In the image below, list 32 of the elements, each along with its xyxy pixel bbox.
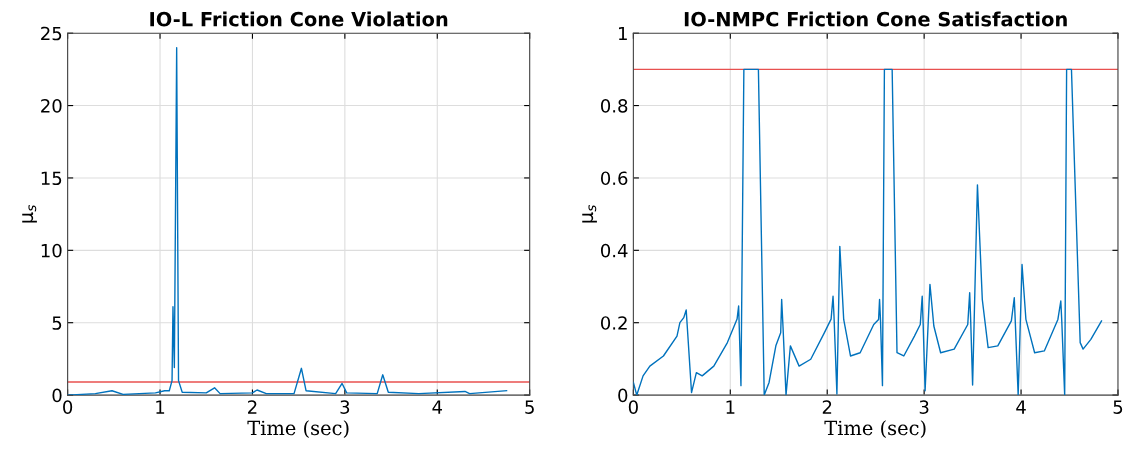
x-tick-label: 2 (822, 400, 832, 414)
x-axis-title: Time (sec) (824, 420, 926, 438)
y-tick-label: 0.2 (600, 316, 627, 330)
y-axis-title: μ$_{s}$ (22, 204, 37, 223)
y-tick-label: 0.4 (600, 243, 628, 258)
y-tick-label: 0 (52, 388, 62, 403)
y-tick-label: 1 (619, 26, 627, 41)
line-series (67, 46, 508, 396)
y-tick-label: 20 (41, 99, 62, 113)
y-tick-label: 0.8 (600, 99, 628, 113)
x-tick-label: 4 (1016, 400, 1026, 414)
x-tick-label: 1 (156, 400, 165, 414)
x-tick-label: 3 (919, 400, 929, 414)
x-tick-label: 3 (340, 400, 350, 414)
chart-title: IO-NMPC Friction Cone Satisfaction (684, 11, 1067, 27)
y-tick-label: 5 (52, 316, 62, 330)
chart-title: IO-L Friction Cone Violation (150, 11, 448, 27)
y-tick-label: 25 (41, 26, 62, 41)
y-tick-label: 10 (41, 243, 62, 258)
x-tick-label: 5 (525, 400, 534, 414)
x-axis-title: Time (sec) (247, 420, 349, 438)
x-tick-label: 0 (628, 400, 638, 414)
y-tick-label: 15 (41, 171, 62, 186)
y-axis-title: μ$_{s}$ (582, 204, 597, 223)
y-tick-label: 0.6 (600, 171, 628, 186)
x-tick-label: 0 (63, 400, 73, 414)
line-series (633, 68, 1103, 396)
x-tick-label: 4 (432, 400, 443, 414)
x-tick-label: 2 (248, 400, 257, 414)
x-tick-label: 1 (726, 400, 735, 414)
x-tick-label: 5 (1113, 400, 1123, 414)
y-tick-label: 0 (618, 388, 628, 403)
